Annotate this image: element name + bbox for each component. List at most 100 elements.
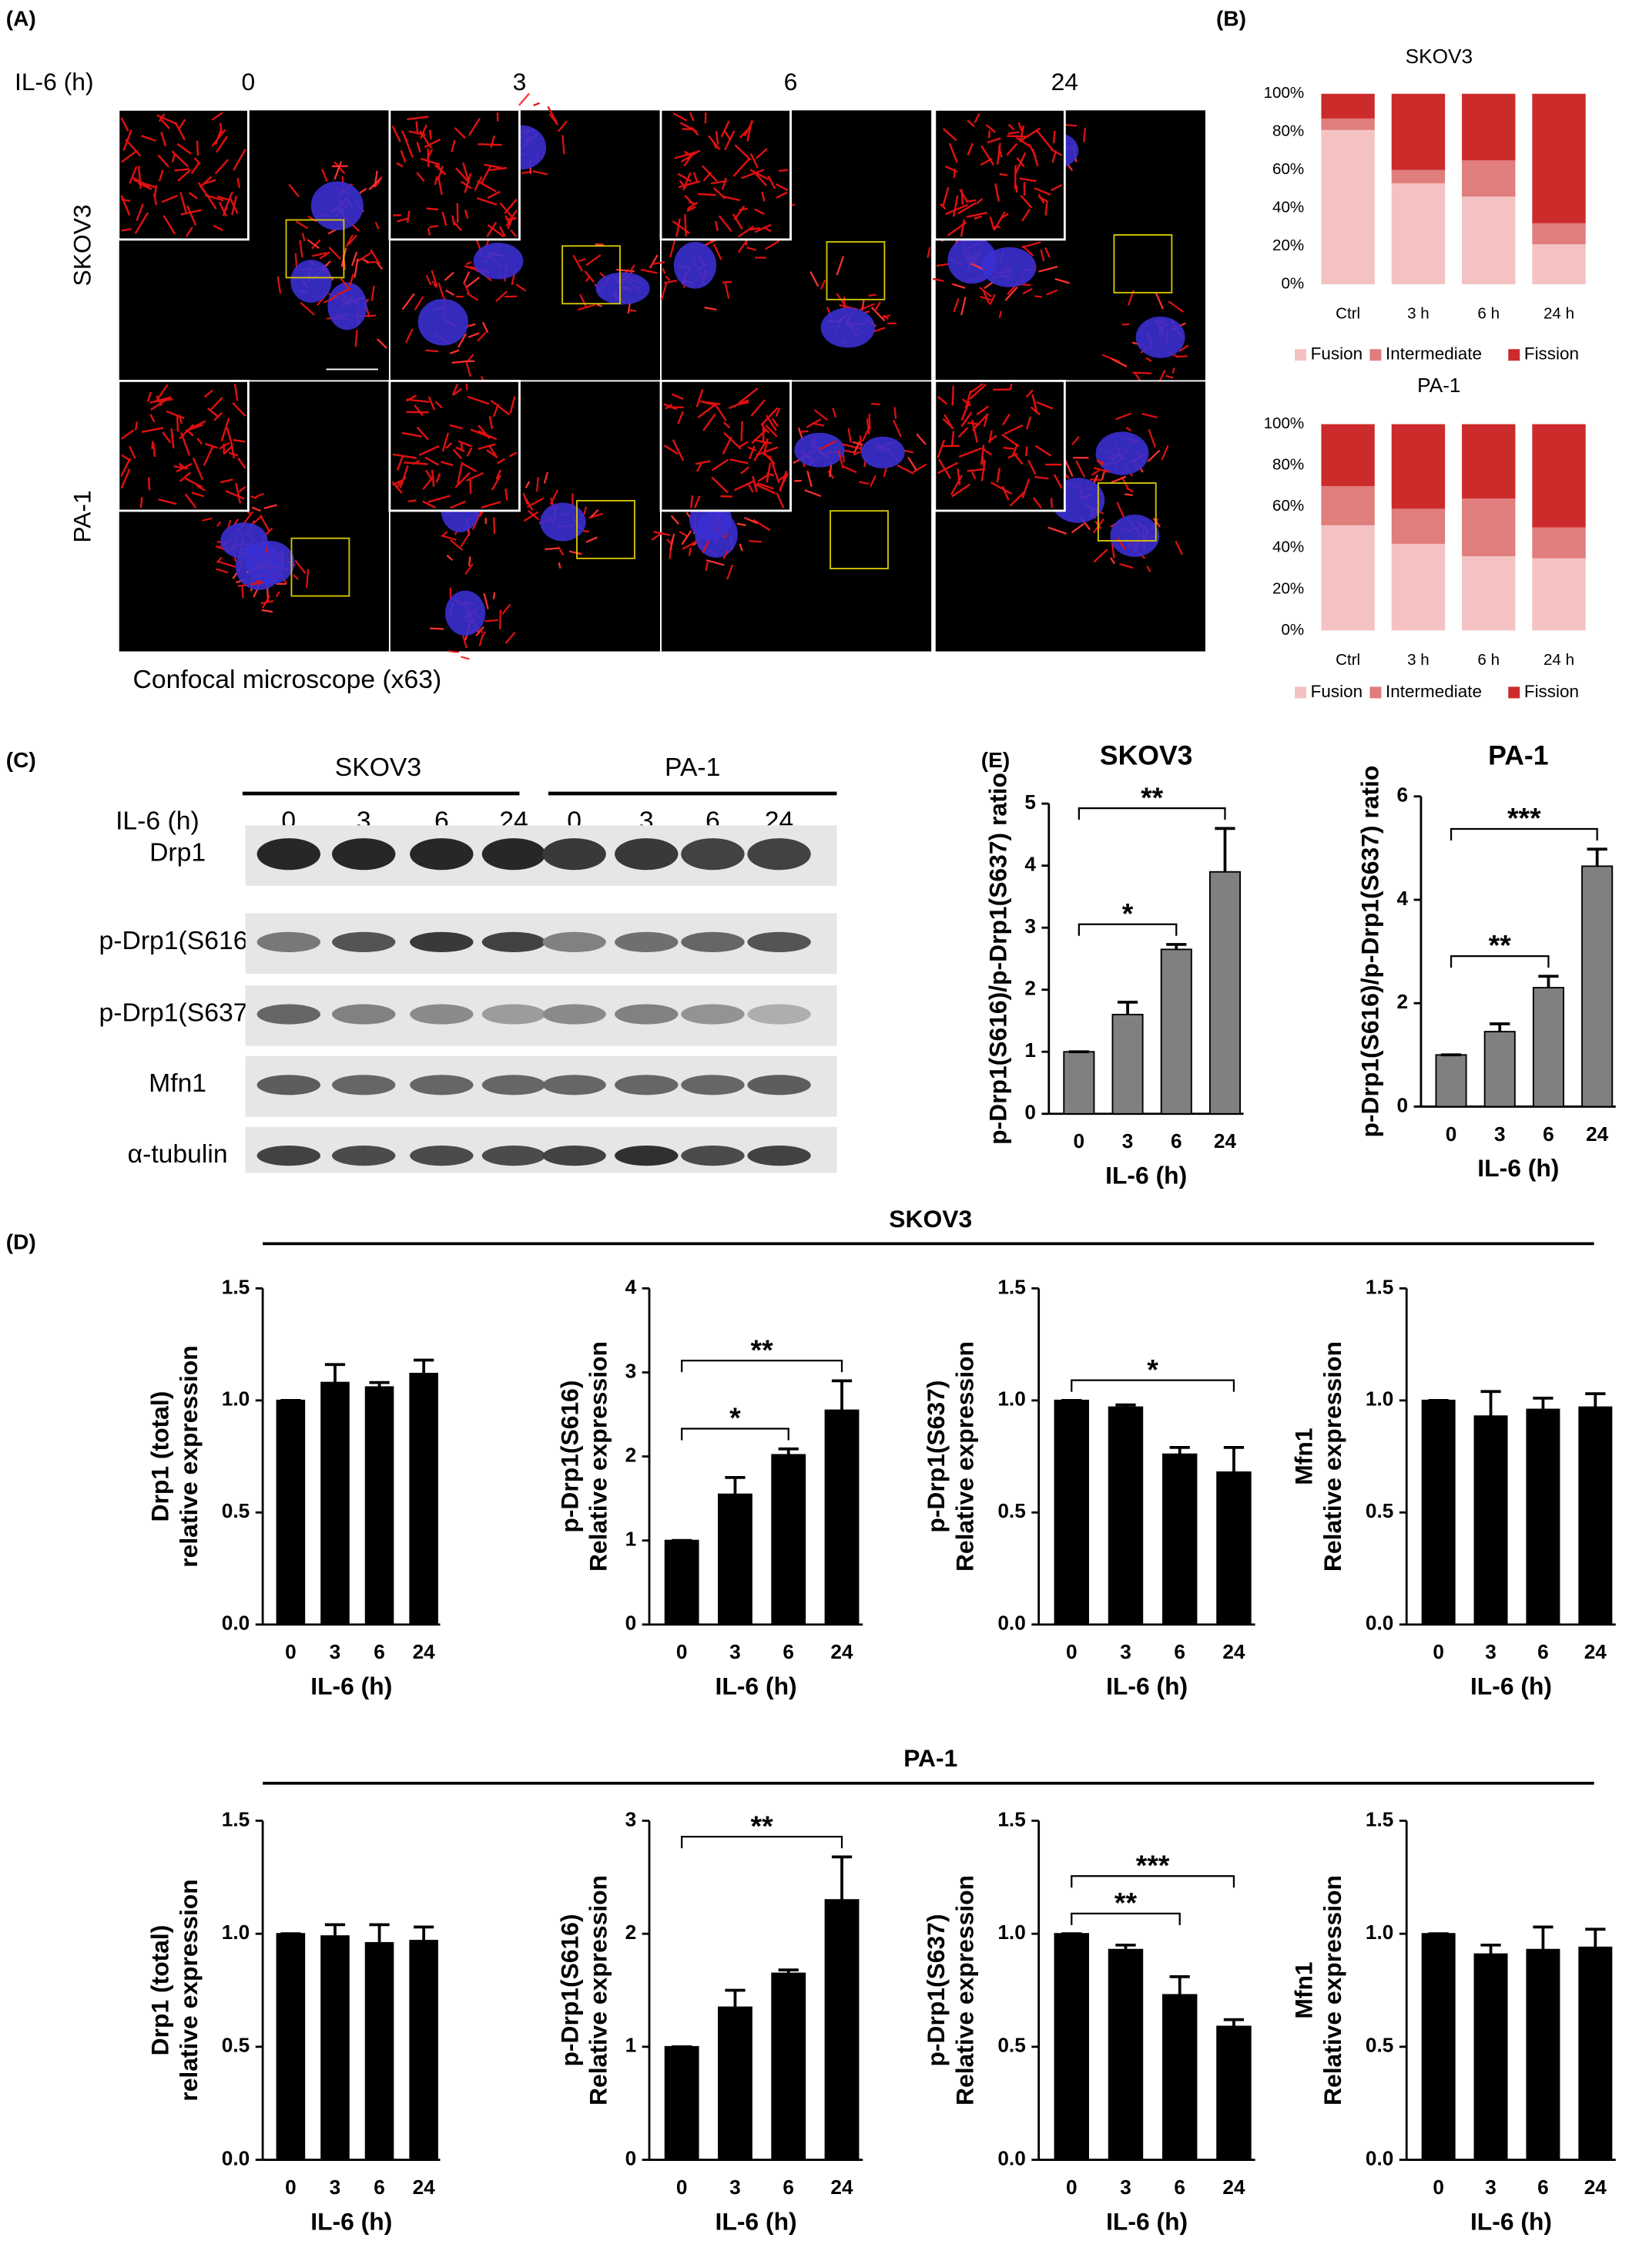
mitochondria xyxy=(157,154,169,168)
mitochondria xyxy=(476,179,497,193)
legend-dapi: DAPI xyxy=(202,357,236,374)
blot-band xyxy=(256,1145,321,1166)
mitochondria xyxy=(462,635,468,649)
mitochondria xyxy=(868,294,876,297)
x-tick-label: Ctrl xyxy=(1336,305,1360,323)
mitochondria xyxy=(204,442,219,449)
y-axis-label: Relative expression xyxy=(950,1875,978,2105)
zoom-box xyxy=(576,499,635,559)
mitochondria xyxy=(749,227,761,231)
y-tick-label: 3 xyxy=(625,1359,637,1382)
mitochondria xyxy=(478,430,498,441)
legend-label: Fusion xyxy=(1311,344,1362,364)
mitochondria xyxy=(697,403,717,418)
mitochondria xyxy=(129,445,136,459)
mitochondria xyxy=(842,454,845,463)
significance-bracket xyxy=(681,1428,789,1441)
mitochondria xyxy=(149,414,156,423)
caption: Confocal microscope (x63) xyxy=(133,665,442,694)
bar xyxy=(1063,1051,1095,1115)
mitochondria xyxy=(253,515,263,524)
y-axis-label: p-Drp1(S637) xyxy=(922,1914,950,2066)
bar xyxy=(1578,1406,1613,1626)
mitochondria xyxy=(937,461,959,475)
mitochondria xyxy=(294,559,307,574)
bar xyxy=(718,1493,752,1626)
x-tick-label: 3 xyxy=(1494,1122,1506,1146)
mitochondria xyxy=(462,360,475,363)
mitochondria xyxy=(481,321,489,334)
mitochondria xyxy=(250,495,257,499)
mitochondria xyxy=(455,167,469,183)
mitochondria xyxy=(987,130,990,139)
mitochondria xyxy=(476,197,498,206)
mitochondria xyxy=(340,277,350,290)
mitochondria xyxy=(397,217,410,223)
mitochondria xyxy=(136,203,144,221)
mitochondria xyxy=(491,475,501,491)
mitochondria xyxy=(692,172,699,182)
mitochondria xyxy=(1071,436,1080,445)
mitochondria xyxy=(1159,370,1166,381)
mitochondria xyxy=(1012,451,1024,465)
significance-label: * xyxy=(729,1401,741,1434)
mitochondria xyxy=(1007,135,1029,138)
bar-segment xyxy=(1462,196,1516,284)
chart: 0 1 2 3 4 5 0 3 6 24 SKOV3 IL-6 (h) p-Drp1(S616)/p-D… xyxy=(984,740,1244,1189)
mitochondria xyxy=(263,504,277,509)
bar xyxy=(1473,1953,1508,2161)
nucleus xyxy=(860,436,905,469)
mitochondria xyxy=(490,135,495,148)
mitochondria xyxy=(376,262,384,270)
x-tick-label: 0 xyxy=(285,1640,297,1663)
mitochondria xyxy=(444,271,454,281)
nucleus xyxy=(310,181,364,230)
mitochondria xyxy=(446,555,454,561)
mitochondria xyxy=(392,453,417,459)
x-tick-label: 24 h xyxy=(1543,651,1574,669)
mitochondria xyxy=(1009,491,1025,507)
bar xyxy=(364,1386,394,1626)
x-tick-label: 0 xyxy=(676,1640,688,1663)
mitochondria xyxy=(677,173,692,183)
mitochondria xyxy=(979,287,992,297)
y-tick-label: 0.5 xyxy=(997,2034,1025,2057)
y-tick-label: 1.0 xyxy=(1366,1387,1393,1411)
x-tick-label: 3 xyxy=(729,2176,741,2199)
zoom-box xyxy=(830,510,889,569)
significance-bracket xyxy=(1071,1379,1235,1392)
x-tick-label: 0 xyxy=(1433,1640,1444,1663)
mitochondria xyxy=(191,492,205,498)
mitochondria xyxy=(376,338,387,349)
mitochondria xyxy=(1040,249,1045,262)
y-tick-label: 4 xyxy=(1397,887,1409,910)
mitochondria xyxy=(765,424,778,438)
bar xyxy=(276,1399,306,1626)
mitochondria xyxy=(179,424,195,440)
mitochondria xyxy=(1044,247,1051,258)
mitochondria xyxy=(980,295,991,301)
mitochondria xyxy=(937,439,946,458)
nucleus xyxy=(290,260,332,303)
bar-segment xyxy=(1321,525,1375,631)
mitochondria xyxy=(401,130,408,142)
mitochondria xyxy=(957,427,969,438)
mitochondria xyxy=(190,161,201,175)
mitochondria xyxy=(681,530,692,545)
blot-band xyxy=(615,931,679,953)
mitochondria xyxy=(669,240,676,258)
mitochondria xyxy=(414,296,424,310)
mitochondria xyxy=(688,547,692,556)
mitochondria xyxy=(396,162,404,168)
chart: 0.0 0.5 1.0 1.5 0 3 6 24 IL-6 (h) Mfn1 Relative ex… xyxy=(1290,1275,1616,1700)
y-tick-label: 0.0 xyxy=(997,1612,1025,1635)
mitochondria xyxy=(170,428,175,449)
bar xyxy=(824,1899,860,2161)
significance-label: ** xyxy=(751,1810,774,1842)
blot-band xyxy=(256,1075,321,1095)
blot-band xyxy=(410,1004,474,1025)
mitochondria xyxy=(693,495,701,508)
mitochondria xyxy=(160,131,167,147)
group-label: PA-1 xyxy=(665,753,720,782)
mitochondria xyxy=(178,414,183,424)
